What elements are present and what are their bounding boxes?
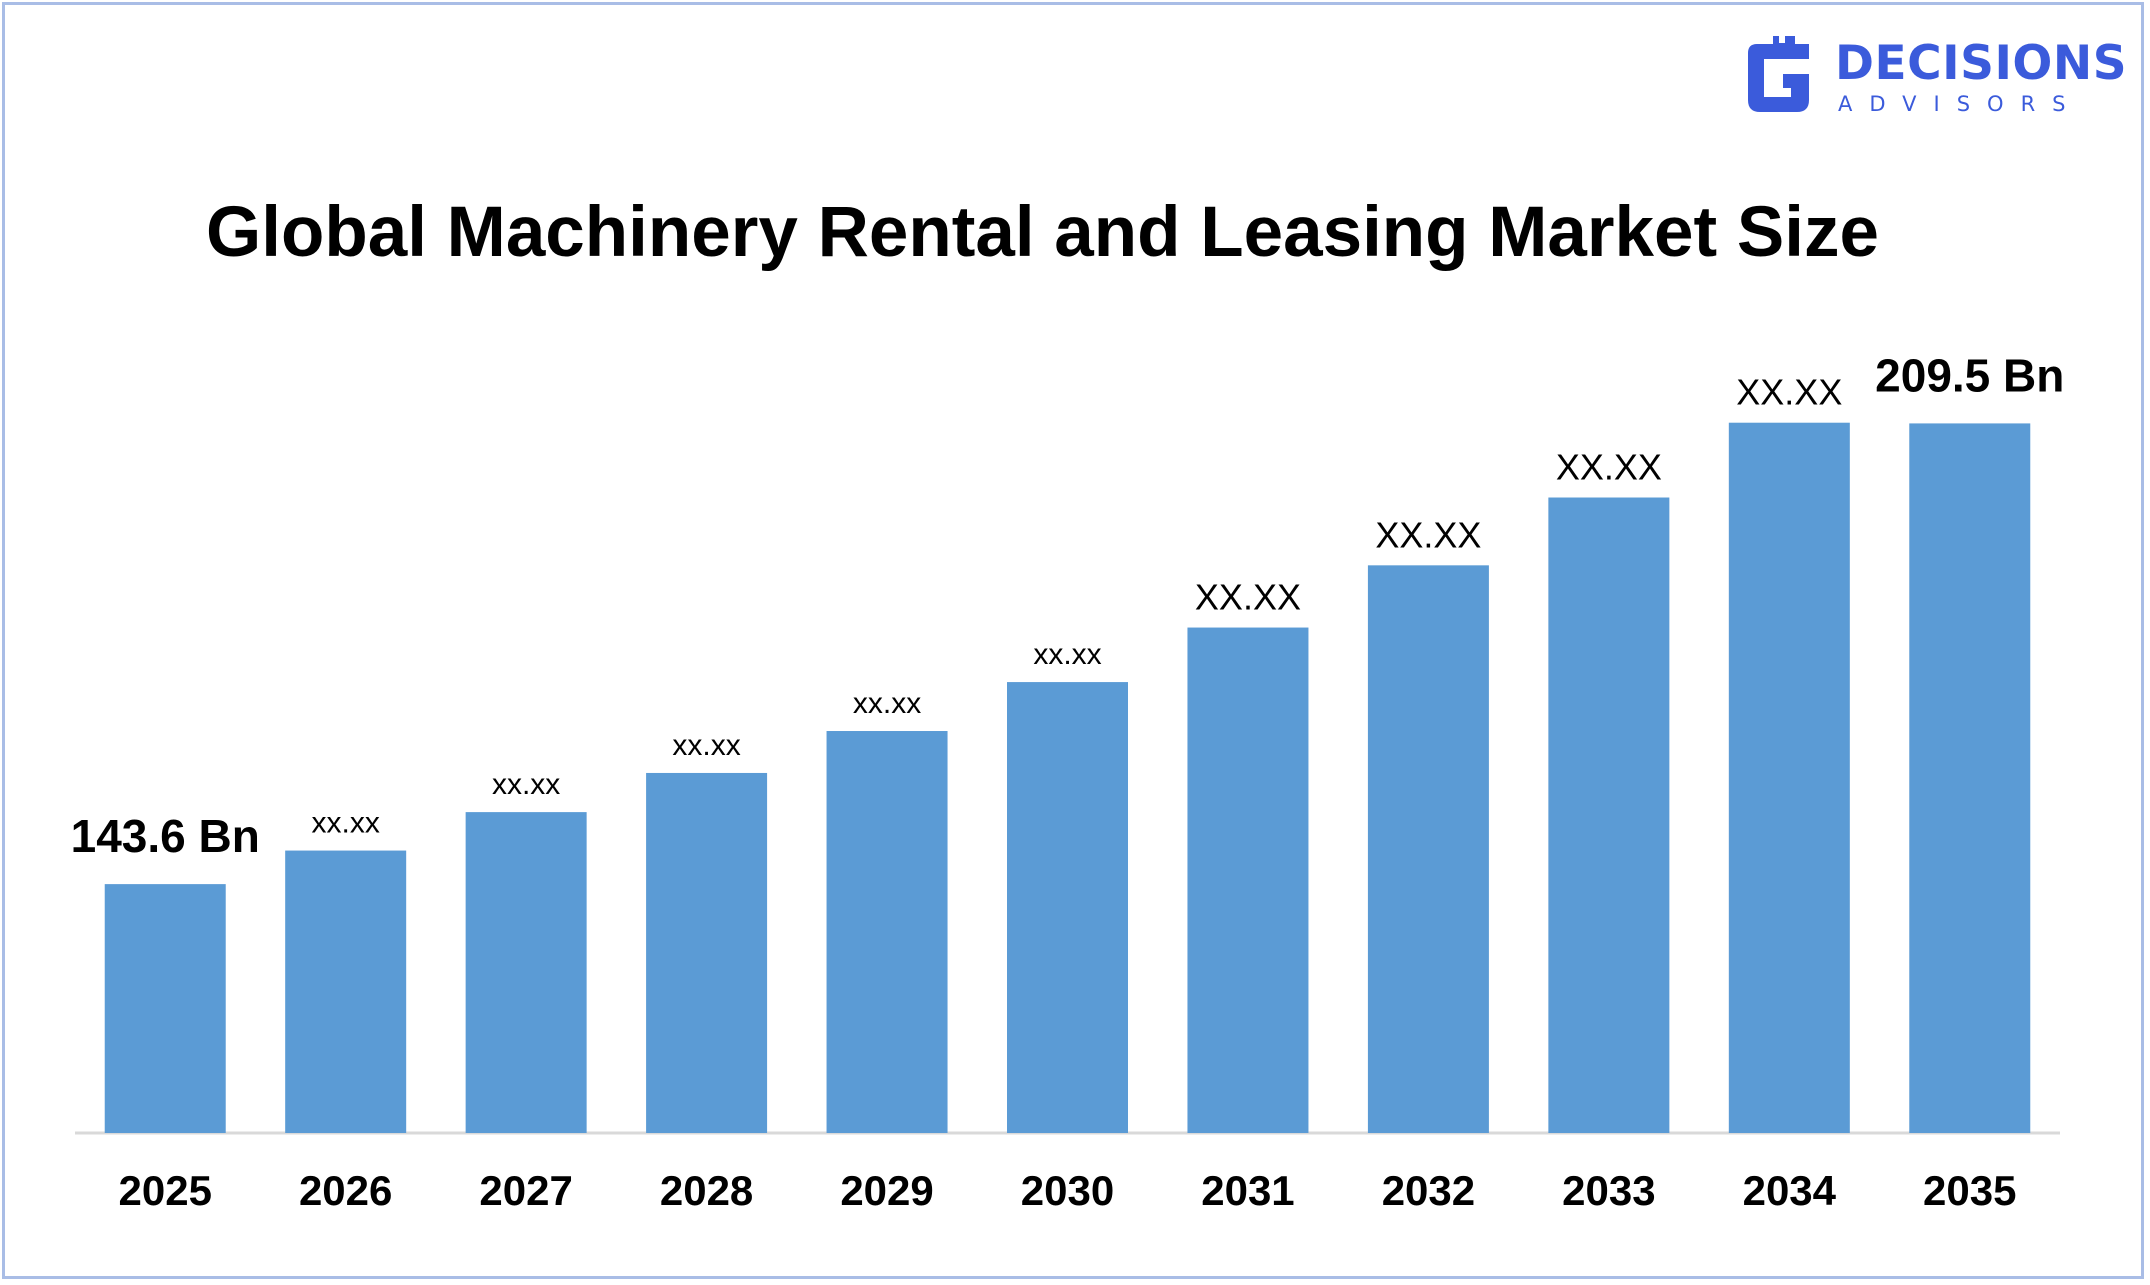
logo-icon (1748, 34, 1809, 112)
bar-2029 (826, 731, 948, 1133)
bar-2027 (465, 812, 587, 1133)
data-label-2026: xx.xx (312, 807, 380, 840)
bar-2035 (1909, 423, 2031, 1133)
bar-2034 (1728, 422, 1850, 1133)
brand-logo: DECISIONS ADVISORS (1745, 34, 2128, 124)
bar-2032 (1367, 565, 1489, 1133)
data-label-2027: xx.xx (492, 768, 560, 801)
data-label-2034: XX.XX (1736, 372, 1842, 413)
chart-title: Global Machinery Rental and Leasing Mark… (206, 193, 1879, 272)
x-tick-label-2034: 2034 (1743, 1167, 1837, 1214)
data-label-2025: 143.6 Bn (71, 810, 260, 862)
x-tick-label-2027: 2027 (479, 1167, 572, 1214)
brand-name: DECISIONS (1835, 36, 2128, 91)
x-tick-label-2025: 2025 (119, 1167, 212, 1214)
data-label-2035: 209.5 Bn (1875, 349, 2064, 401)
x-tick-label-2026: 2026 (299, 1167, 392, 1214)
data-label-2033: XX.XX (1556, 447, 1662, 488)
bar-2030 (1007, 682, 1128, 1133)
bar-2028 (646, 772, 768, 1133)
bar-2031 (1187, 627, 1309, 1133)
x-tick-label-2029: 2029 (840, 1167, 933, 1214)
x-tick-label-2032: 2032 (1382, 1167, 1475, 1214)
x-tick-label-2035: 2035 (1923, 1167, 2016, 1214)
bar-2025 (104, 884, 226, 1133)
data-label-2031: XX.XX (1195, 577, 1301, 618)
data-label-2030: xx.xx (1033, 638, 1101, 671)
x-tick-label-2031: 2031 (1201, 1167, 1294, 1214)
bar-2033 (1548, 497, 1670, 1133)
bar-2026 (285, 850, 407, 1133)
x-tick-label-2030: 2030 (1021, 1167, 1114, 1214)
x-tick-label-2028: 2028 (660, 1167, 753, 1214)
brand-tagline: ADVISORS (1838, 92, 2083, 116)
data-label-2028: xx.xx (672, 729, 740, 762)
x-tick-label-2033: 2033 (1562, 1167, 1655, 1214)
data-label-2032: XX.XX (1375, 514, 1481, 555)
data-label-2029: xx.xx (853, 687, 921, 720)
